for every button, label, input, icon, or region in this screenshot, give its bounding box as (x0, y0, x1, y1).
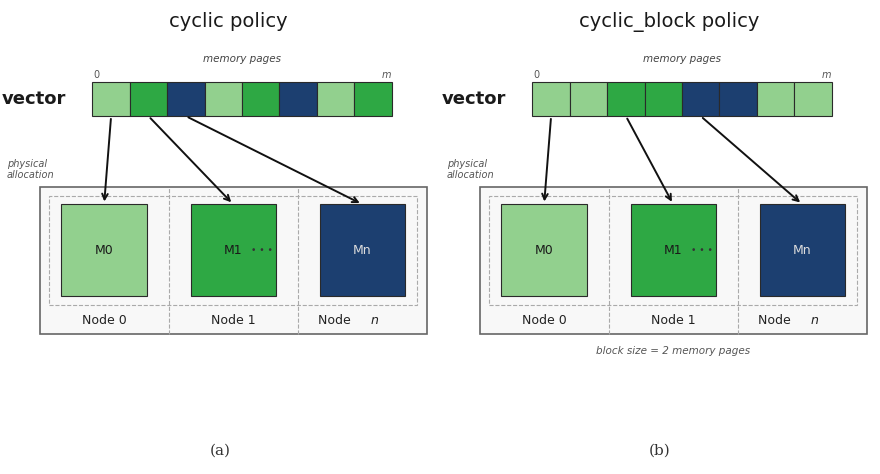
Bar (130, 82, 167, 116)
Text: Node 0: Node 0 (522, 314, 567, 328)
Text: (a): (a) (209, 443, 231, 457)
Bar (319, 204, 405, 296)
Text: m: m (821, 70, 831, 80)
Text: Mn: Mn (793, 244, 811, 257)
Bar (355, 82, 392, 116)
Bar (167, 82, 204, 116)
Bar (480, 187, 867, 334)
Text: M1: M1 (224, 244, 243, 257)
Bar (759, 204, 845, 296)
Bar (570, 82, 607, 116)
Bar (795, 82, 832, 116)
Bar (757, 82, 794, 116)
Bar (280, 82, 317, 116)
Text: Node: Node (758, 314, 795, 328)
Text: Node 1: Node 1 (651, 314, 695, 328)
Text: • • •: • • • (251, 246, 273, 255)
Text: n: n (370, 314, 378, 328)
Text: m: m (381, 70, 391, 80)
Bar (489, 196, 857, 305)
Bar (682, 82, 720, 116)
Text: cyclic policy: cyclic policy (170, 12, 288, 31)
Text: vector: vector (443, 90, 507, 108)
Bar (645, 82, 682, 116)
Text: M1: M1 (664, 244, 683, 257)
Text: M0: M0 (535, 244, 554, 257)
Text: n: n (810, 314, 818, 328)
Text: • • •: • • • (691, 246, 713, 255)
Bar (607, 82, 644, 116)
Bar (720, 82, 757, 116)
Bar (532, 82, 570, 116)
Bar (242, 82, 280, 116)
Text: Node: Node (318, 314, 355, 328)
Text: M0: M0 (95, 244, 114, 257)
Text: physical
allocation: physical allocation (7, 159, 55, 181)
Bar (92, 82, 130, 116)
Text: Node 0: Node 0 (82, 314, 127, 328)
Bar (40, 187, 427, 334)
Text: 0: 0 (93, 70, 99, 80)
Text: Node 1: Node 1 (211, 314, 255, 328)
Bar (317, 82, 354, 116)
Text: memory pages: memory pages (643, 54, 721, 64)
Text: (b): (b) (649, 443, 671, 457)
Text: memory pages: memory pages (203, 54, 281, 64)
Bar (502, 204, 587, 296)
Text: physical
allocation: physical allocation (447, 159, 495, 181)
Bar (62, 204, 147, 296)
Text: block size = 2 memory pages: block size = 2 memory pages (596, 346, 751, 356)
Text: 0: 0 (533, 70, 539, 80)
Bar (630, 204, 716, 296)
Bar (49, 196, 417, 305)
Text: vector: vector (3, 90, 67, 108)
Bar (205, 82, 242, 116)
Text: cyclic_block policy: cyclic_block policy (579, 12, 759, 32)
Text: Mn: Mn (353, 244, 371, 257)
Bar (191, 204, 276, 296)
